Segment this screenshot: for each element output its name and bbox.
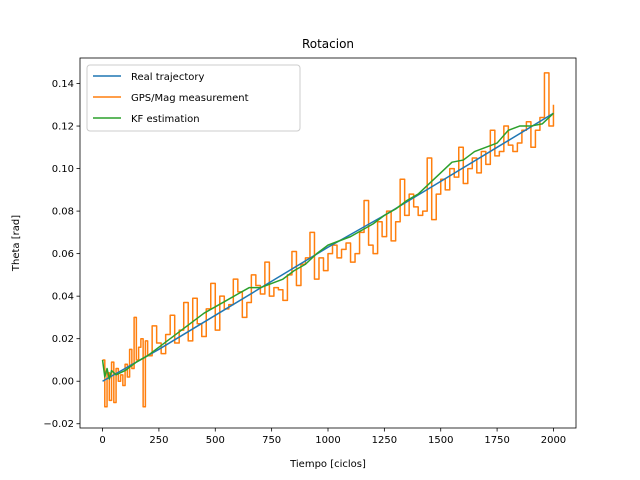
chart-title: Rotacion [302,37,354,51]
x-axis: 0 250 500 750 1000 1250 1500 1750 2000 [99,428,566,446]
x-tick-label: 1250 [372,435,397,446]
x-tick-label: 1750 [484,435,509,446]
legend-label-kf: KF estimation [131,114,200,125]
series-line-real-trajectory [102,112,554,382]
y-axis-label: Theta [rad] [11,215,22,272]
y-tick-label: 0.10 [52,164,74,175]
x-tick-label: 750 [262,435,281,446]
legend-label-measurement: GPS/Mag measurement [131,93,249,104]
x-tick-label: 2000 [541,435,566,446]
x-axis-label: Tiempo [ciclos] [289,459,366,470]
x-tick-label: 250 [149,435,168,446]
x-tick-label: 1500 [428,435,453,446]
y-tick-label: 0.00 [52,377,74,388]
y-tick-label: 0.08 [52,207,74,218]
y-tick-label: 0.06 [52,249,74,260]
y-axis: −0.02 0.00 0.02 0.04 0.06 0.08 0.10 0.12 0.14 [43,79,80,430]
y-tick-label: 0.12 [52,122,74,133]
x-tick-label: 500 [206,435,225,446]
y-tick-label: −0.02 [43,419,74,430]
legend-label-real: Real trajectory [131,72,204,83]
y-tick-label: 0.02 [52,334,74,345]
y-tick-label: 0.14 [52,79,74,90]
legend: Real trajectory GPS/Mag measurement KF e… [86,64,301,132]
x-tick-label: 1000 [315,435,340,446]
series-line-kf-estimation [101,112,554,380]
plot-area [79,57,577,429]
y-tick-label: 0.04 [52,292,74,303]
legend-box [86,64,301,132]
series-line-gps-mag-measurement [102,72,555,408]
series-layer [101,72,555,408]
x-tick-label: 0 [99,435,105,446]
